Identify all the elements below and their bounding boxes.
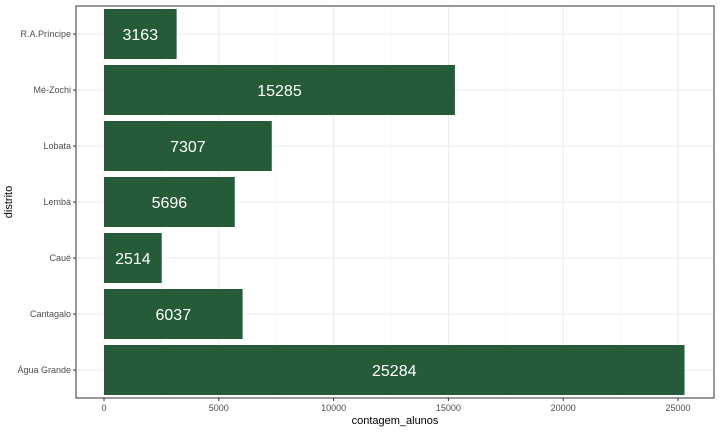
bar (104, 345, 685, 395)
bar-value-label: 6037 (156, 307, 192, 324)
y-axis: Água Grande Cantagalo Caué Lembá Lobata Mé-Zo… (17, 29, 76, 375)
bar-value-label: 7307 (170, 139, 206, 156)
bar (104, 65, 455, 115)
bar (104, 177, 235, 227)
y-tick-label: Caué (49, 253, 71, 263)
bar-value-label: 25284 (372, 363, 417, 380)
y-tick-label: R.A.Príncipe (20, 29, 71, 39)
bar-value-label: 5696 (152, 195, 188, 212)
y-tick-label: Lembá (43, 197, 71, 207)
bar-value-label: 3163 (123, 27, 159, 44)
bar-value-label: 2514 (115, 251, 151, 268)
x-tick-label: 5000 (209, 403, 229, 413)
y-tick-label: Mé-Zochi (33, 85, 71, 95)
bar (104, 9, 177, 59)
x-tick-label: 10000 (321, 403, 346, 413)
x-tick-label: 25000 (665, 403, 690, 413)
bar (104, 233, 162, 283)
bar-value-label: 15285 (257, 83, 302, 100)
y-tick-label: Cantagalo (30, 309, 71, 319)
x-axis-title: contagem_alunos (352, 415, 439, 427)
bar (104, 121, 272, 171)
y-tick-label: Água Grande (17, 365, 71, 375)
y-axis-title: distrito (3, 186, 15, 218)
bars (104, 9, 685, 395)
x-tick-label: 20000 (551, 403, 576, 413)
x-tick-label: 0 (101, 403, 106, 413)
y-tick-label: Lobata (43, 141, 71, 151)
x-axis: 0 5000 10000 15000 20000 25000 (101, 398, 691, 413)
bar (104, 289, 243, 339)
bar-value-labels: 25284 6037 2514 5696 7307 15285 3163 (115, 27, 417, 380)
x-tick-label: 15000 (436, 403, 461, 413)
